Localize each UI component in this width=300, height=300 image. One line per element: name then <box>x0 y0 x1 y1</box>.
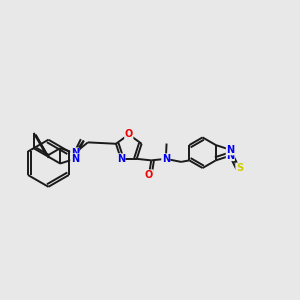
Text: N: N <box>226 145 234 155</box>
Text: N: N <box>71 148 79 158</box>
Text: N: N <box>71 154 79 164</box>
Text: N: N <box>226 151 234 160</box>
Text: S: S <box>236 163 243 173</box>
Text: O: O <box>145 170 153 180</box>
Text: N: N <box>117 154 125 164</box>
Text: N: N <box>162 154 170 164</box>
Text: O: O <box>125 130 133 140</box>
